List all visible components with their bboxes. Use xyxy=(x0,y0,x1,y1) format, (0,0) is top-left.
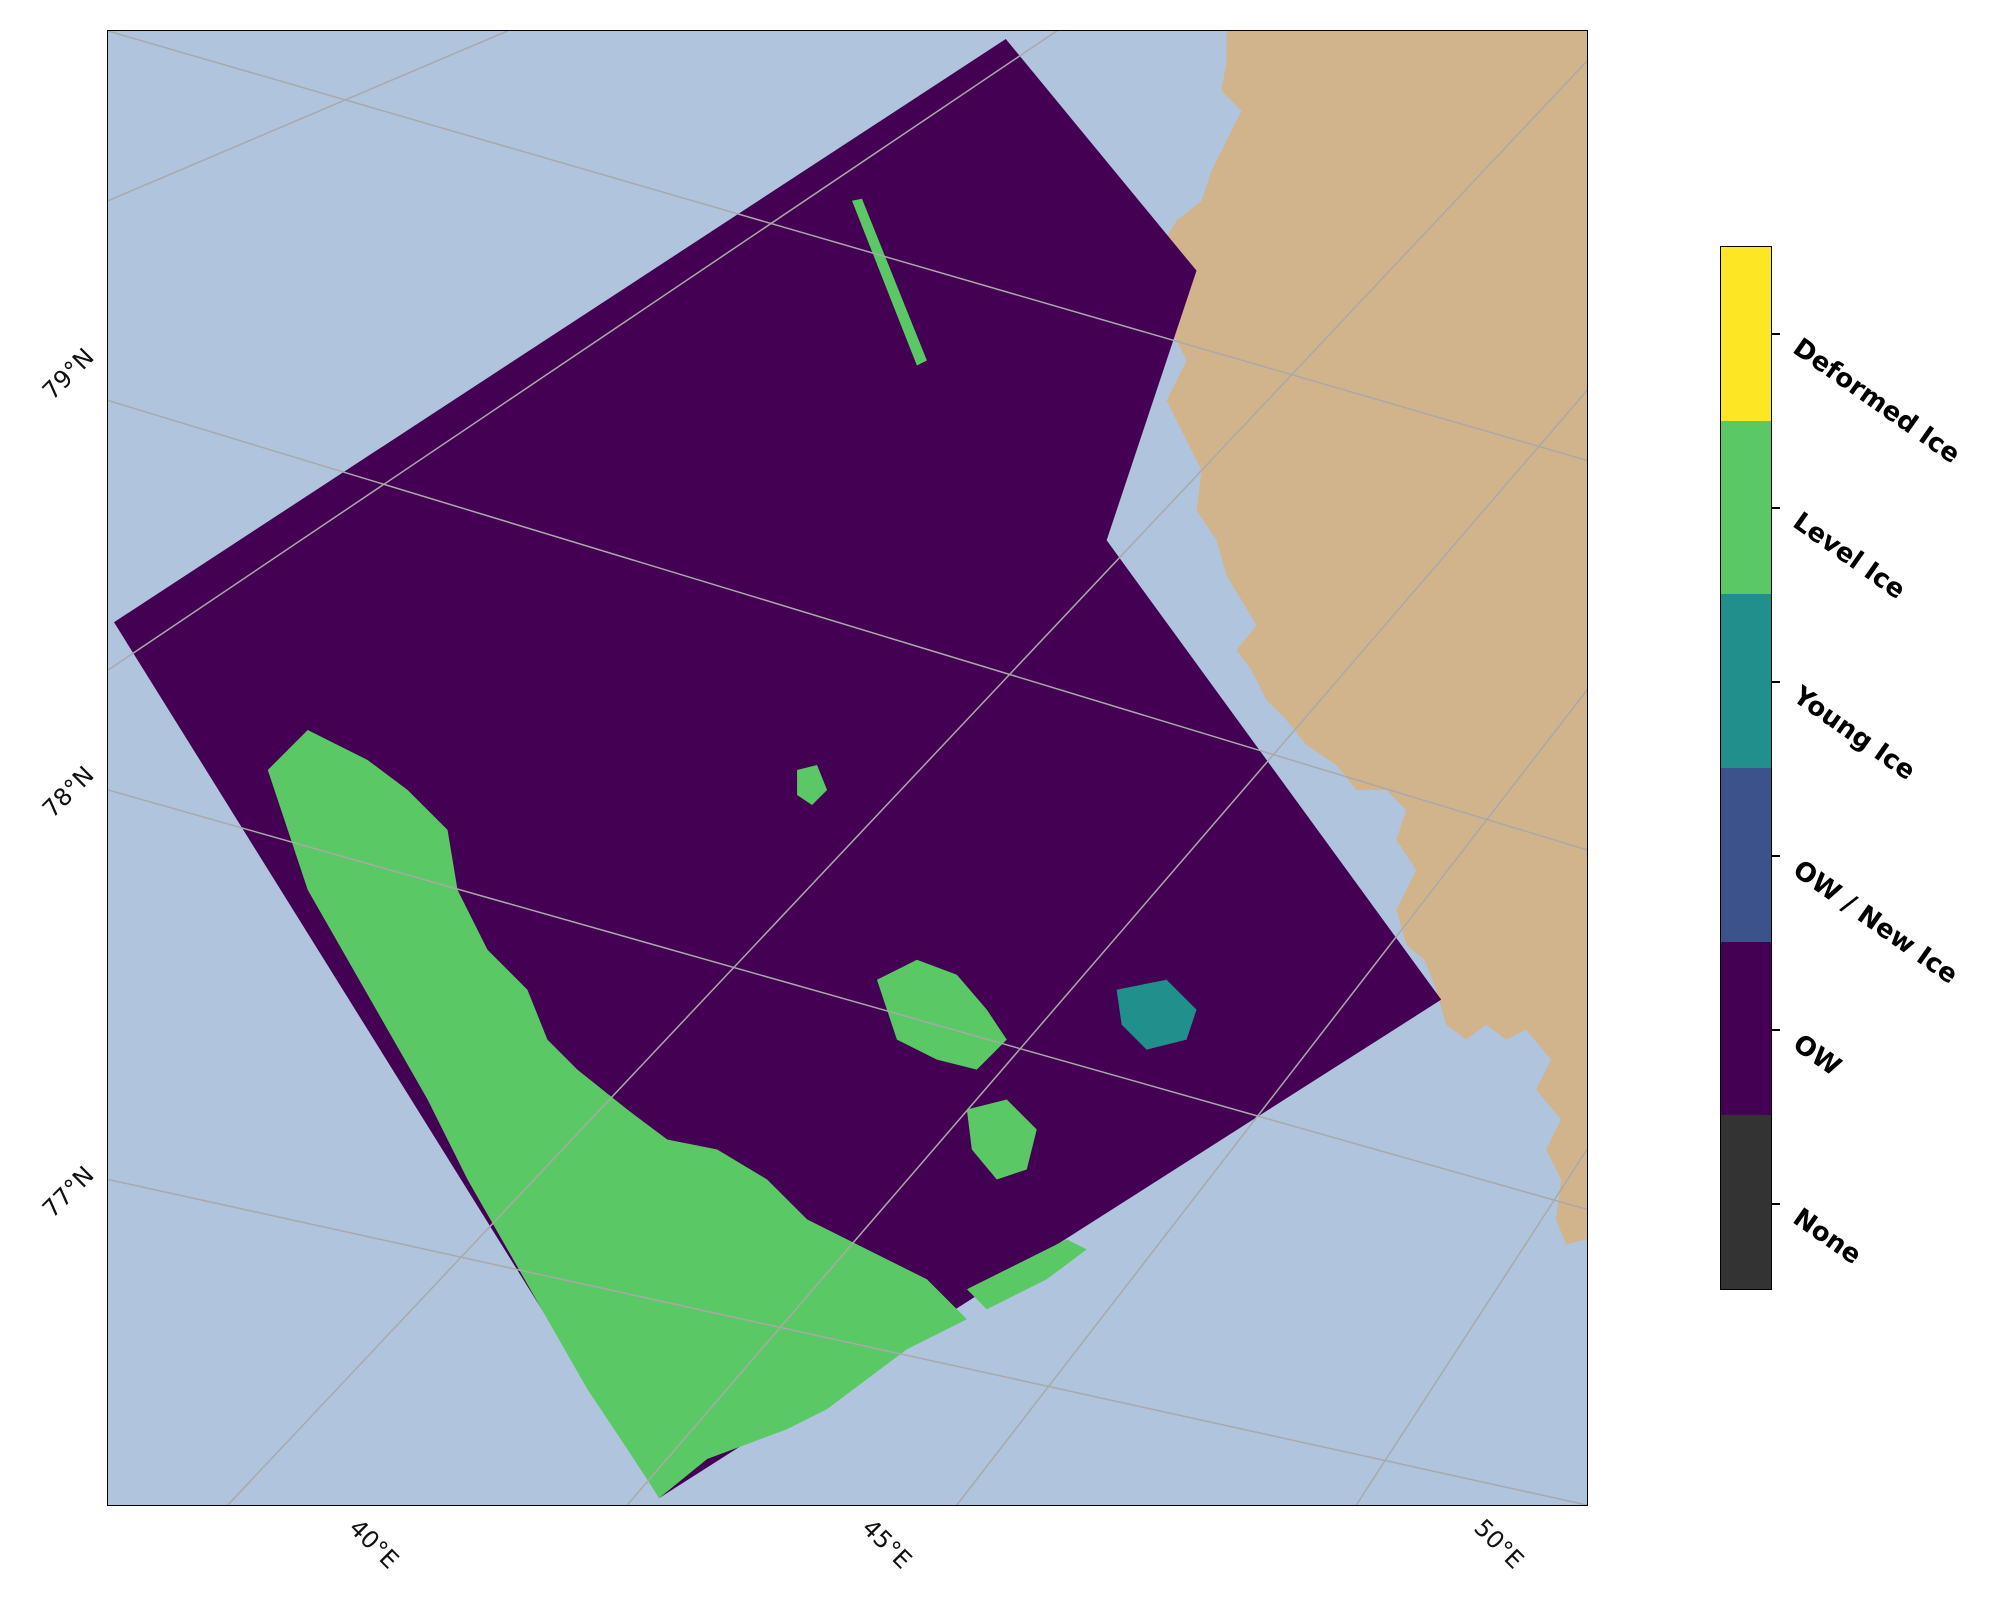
colorbar-segment-ow-new-ice xyxy=(1721,767,1771,942)
map-panel xyxy=(107,30,1588,1506)
land-island xyxy=(1546,779,1587,1030)
colorbar-tick xyxy=(1772,507,1780,509)
level-ice-patch-center xyxy=(876,959,1007,1070)
level-ice-streak xyxy=(851,198,927,366)
legend-colorbar xyxy=(1720,246,1772,1290)
legend-label-none: None xyxy=(1787,1202,1867,1271)
colorbar-segment-none xyxy=(1721,1115,1771,1289)
legend-label-ow-new-ice: OW / New Ice xyxy=(1787,854,1964,991)
legend-label-ow: OW xyxy=(1787,1028,1847,1083)
colorbar-segment-ow xyxy=(1721,941,1771,1116)
level-ice-patch-south xyxy=(966,1099,1037,1180)
level-ice-region-southwest xyxy=(267,730,967,1499)
lat-label-77: 77°N xyxy=(36,1160,100,1224)
level-ice-edge-southeast xyxy=(966,1239,1087,1310)
lon-label-45: 45°E xyxy=(856,1513,918,1575)
graticule xyxy=(108,31,1587,1505)
land-mass xyxy=(1146,31,1587,1245)
map-canvas xyxy=(108,31,1587,1505)
colorbar-tick xyxy=(1772,1203,1780,1205)
colorbar-segment-young-ice xyxy=(1721,594,1771,768)
lon-label-50: 50°E xyxy=(1468,1513,1530,1575)
lat-label-78: 78°N xyxy=(36,760,100,824)
level-ice-patch-small xyxy=(797,765,828,805)
lon-label-40: 40°E xyxy=(343,1513,405,1575)
colorbar-segment-level-ice xyxy=(1721,420,1771,595)
legend-label-level-ice: Level Ice xyxy=(1787,506,1911,606)
lat-label-79: 79°N xyxy=(36,342,100,406)
colorbar-tick xyxy=(1772,333,1780,335)
colorbar-tick xyxy=(1772,855,1780,857)
young-ice-patch xyxy=(1116,979,1197,1050)
colorbar-segment-deformed-ice xyxy=(1721,246,1771,421)
colorbar-tick xyxy=(1772,1029,1780,1031)
colorbar-tick xyxy=(1772,681,1780,683)
legend-label-young-ice: Young Ice xyxy=(1787,680,1921,787)
legend-label-deformed-ice: Deformed Ice xyxy=(1787,332,1966,470)
